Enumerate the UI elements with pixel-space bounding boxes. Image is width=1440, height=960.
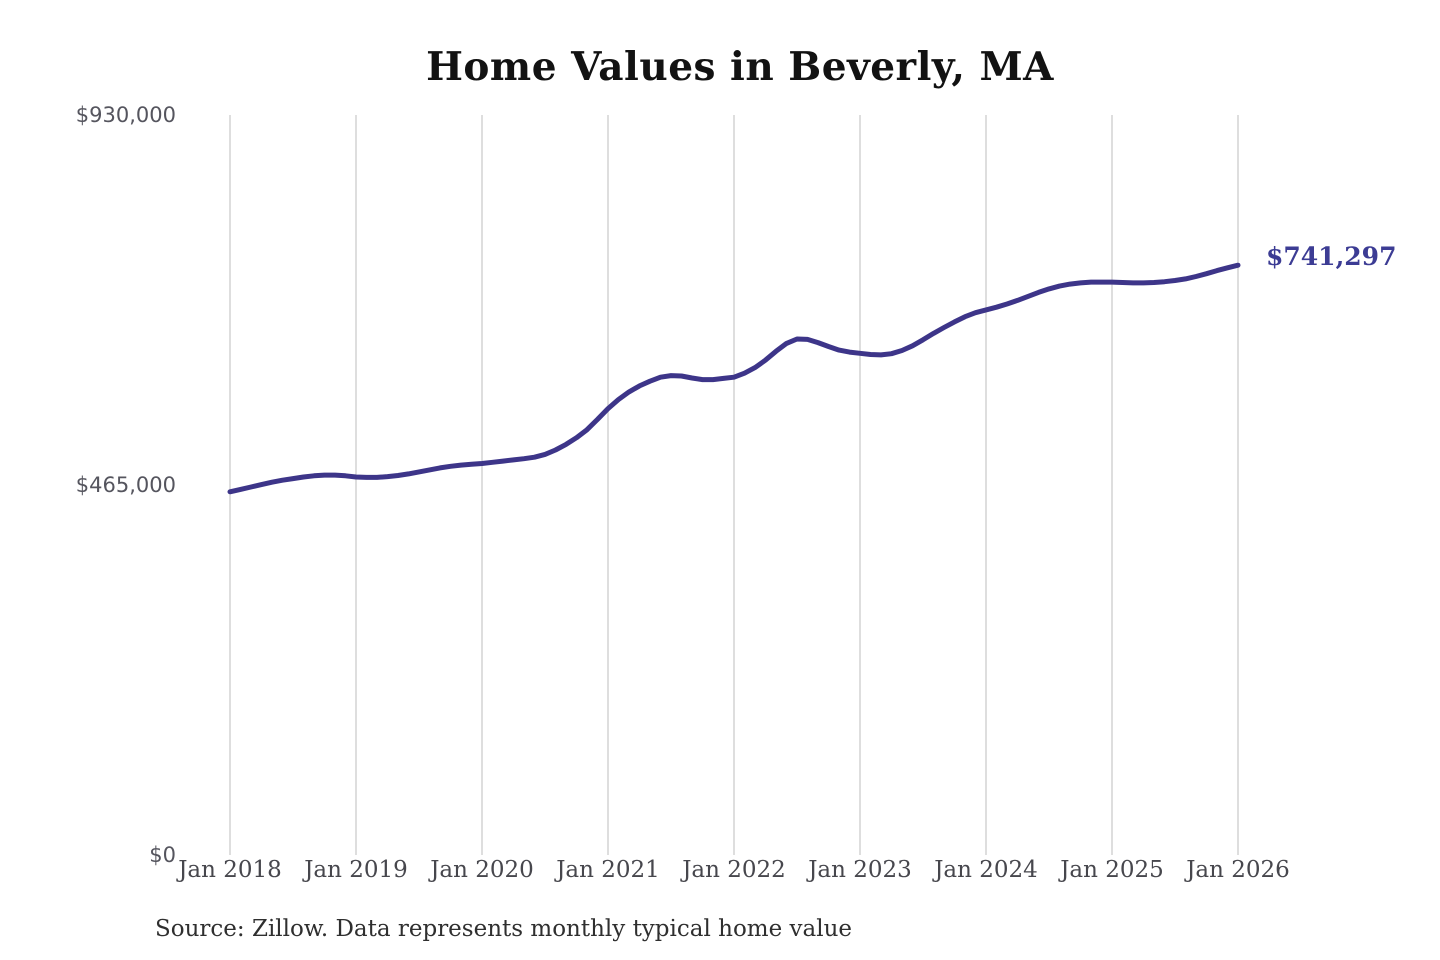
x-axis-tick-label: Jan 2024 (934, 857, 1038, 883)
x-axis-tick-label: Jan 2018 (178, 857, 282, 883)
y-axis-tick-label: $930,000 (75, 103, 176, 127)
y-axis-tick-label: $0 (149, 843, 176, 867)
gridlines (229, 115, 1239, 855)
x-axis-tick-label: Jan 2026 (1186, 857, 1290, 883)
x-axis-tick-label: Jan 2025 (1060, 857, 1164, 883)
x-axis-tick-label: Jan 2019 (304, 857, 408, 883)
x-axis-tick-label: Jan 2022 (682, 857, 786, 883)
source-note: Source: Zillow. Data represents monthly … (155, 916, 853, 942)
x-axis-tick-label: Jan 2023 (808, 857, 912, 883)
x-axis-tick-label: Jan 2020 (430, 857, 534, 883)
line-series (227, 262, 1241, 495)
current-value-label: $741,297 (1266, 242, 1397, 271)
y-axis-tick-label: $465,000 (75, 473, 176, 497)
x-axis-tick-label: Jan 2021 (556, 857, 660, 883)
page-title: Home Values in Beverly, MA (426, 44, 1054, 90)
